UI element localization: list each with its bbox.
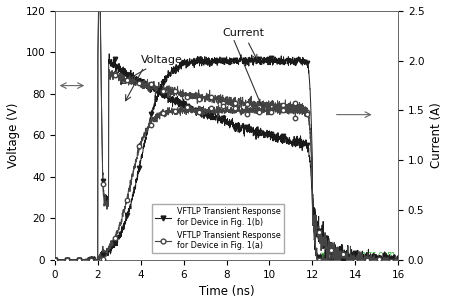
Y-axis label: Voltage (V): Voltage (V) <box>7 103 20 168</box>
Legend: VFTLP Transient Response
for Device in Fig. 1(b), VFTLP Transient Response
for D: VFTLP Transient Response for Device in F… <box>152 204 284 253</box>
Text: www.cntronics.com: www.cntronics.com <box>320 249 395 259</box>
Text: Voltage: Voltage <box>121 55 183 84</box>
X-axis label: Time (ns): Time (ns) <box>199 285 254 298</box>
Text: Current: Current <box>222 28 264 59</box>
Y-axis label: Current (A): Current (A) <box>430 102 443 168</box>
